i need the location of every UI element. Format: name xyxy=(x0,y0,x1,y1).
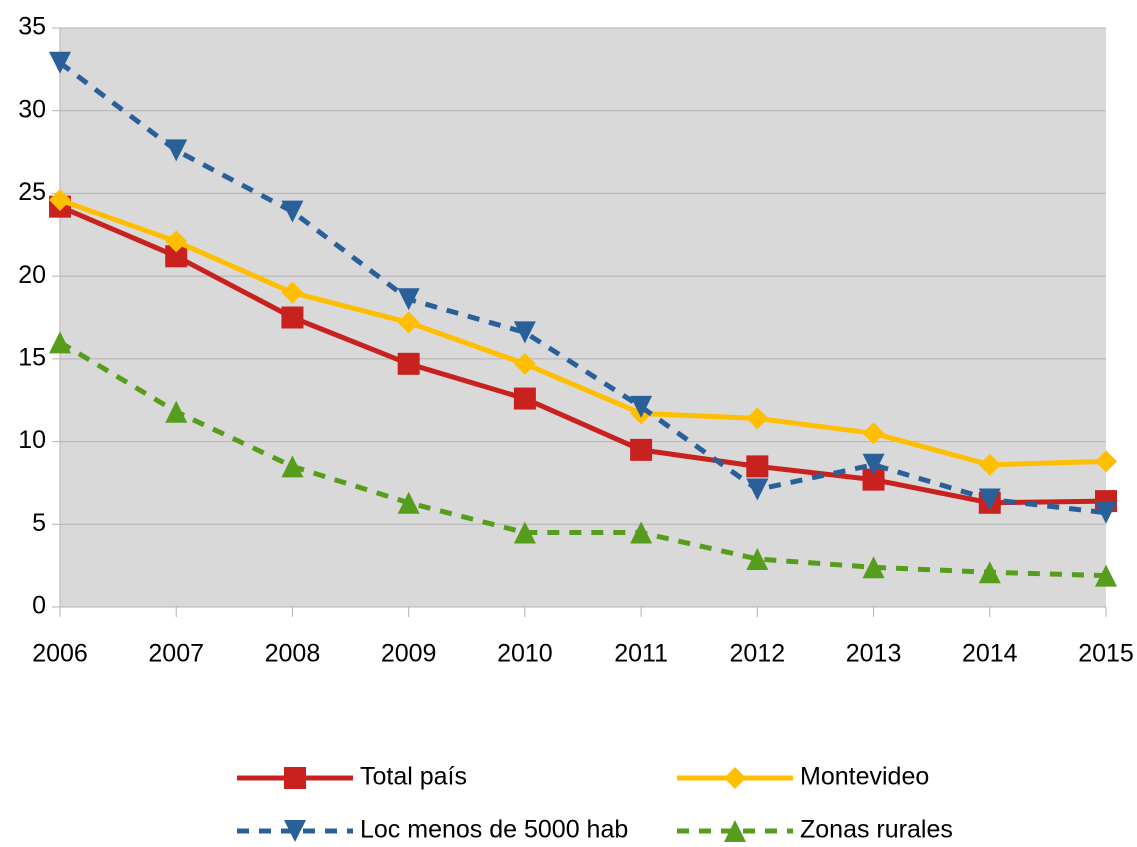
marker xyxy=(397,311,420,334)
x-tick-label: 2013 xyxy=(846,640,902,668)
y-tick-label: 30 xyxy=(18,95,46,123)
legend-label: Zonas rurales xyxy=(800,816,953,844)
marker xyxy=(746,548,769,571)
marker xyxy=(49,51,71,74)
marker xyxy=(397,288,420,311)
series-line xyxy=(59,204,1107,506)
marker xyxy=(978,488,1001,511)
plot-area xyxy=(60,28,1106,607)
x-tick-label: 2012 xyxy=(730,640,786,668)
marker xyxy=(49,189,71,212)
marker xyxy=(978,561,1001,584)
y-tick-label: 5 xyxy=(32,509,46,537)
marker xyxy=(746,407,769,430)
marker xyxy=(397,352,420,375)
marker xyxy=(862,468,885,491)
legend-label: Loc menos de 5000 hab xyxy=(360,816,628,844)
marker xyxy=(281,306,304,329)
y-tick-label: 10 xyxy=(18,426,46,454)
series-line xyxy=(59,197,1107,468)
marker xyxy=(1095,501,1117,524)
marker xyxy=(513,387,536,410)
marker xyxy=(724,820,746,842)
x-tick-label: 2006 xyxy=(32,640,88,668)
y-tick-label: 15 xyxy=(18,343,46,371)
marker xyxy=(862,453,885,476)
marker xyxy=(862,556,885,579)
x-tick-label: 2010 xyxy=(497,640,553,668)
marker xyxy=(513,321,536,344)
marker xyxy=(281,281,304,304)
x-tick-label: 2009 xyxy=(381,640,437,668)
series-line xyxy=(58,340,1107,579)
x-tick-label: 2011 xyxy=(614,640,668,668)
x-tick-label: 2007 xyxy=(148,640,204,668)
x-tick-label: 2015 xyxy=(1078,640,1134,668)
x-tick-label: 2014 xyxy=(962,640,1018,668)
y-tick-label: 20 xyxy=(18,261,46,289)
marker xyxy=(281,200,304,223)
marker xyxy=(165,139,188,162)
legend-label: Total país xyxy=(360,763,467,791)
marker xyxy=(284,820,306,842)
marker xyxy=(862,422,885,445)
marker xyxy=(1095,564,1117,587)
marker xyxy=(630,395,653,418)
marker xyxy=(397,491,420,514)
marker xyxy=(724,767,746,789)
marker xyxy=(165,245,188,268)
marker xyxy=(978,453,1001,476)
marker xyxy=(281,455,304,478)
marker xyxy=(630,438,653,461)
marker xyxy=(746,455,769,478)
legend-label: Montevideo xyxy=(800,763,929,791)
y-tick-label: 35 xyxy=(18,13,46,41)
marker xyxy=(513,521,536,544)
marker xyxy=(513,352,536,375)
marker xyxy=(165,230,188,253)
y-tick-label: 25 xyxy=(18,178,46,206)
marker xyxy=(49,331,71,354)
x-tick-label: 2008 xyxy=(265,640,321,668)
y-tick-label: 0 xyxy=(32,592,46,620)
marker xyxy=(284,767,306,789)
marker xyxy=(165,400,188,423)
marker xyxy=(746,478,769,501)
marker xyxy=(1095,450,1117,473)
marker xyxy=(630,521,653,544)
